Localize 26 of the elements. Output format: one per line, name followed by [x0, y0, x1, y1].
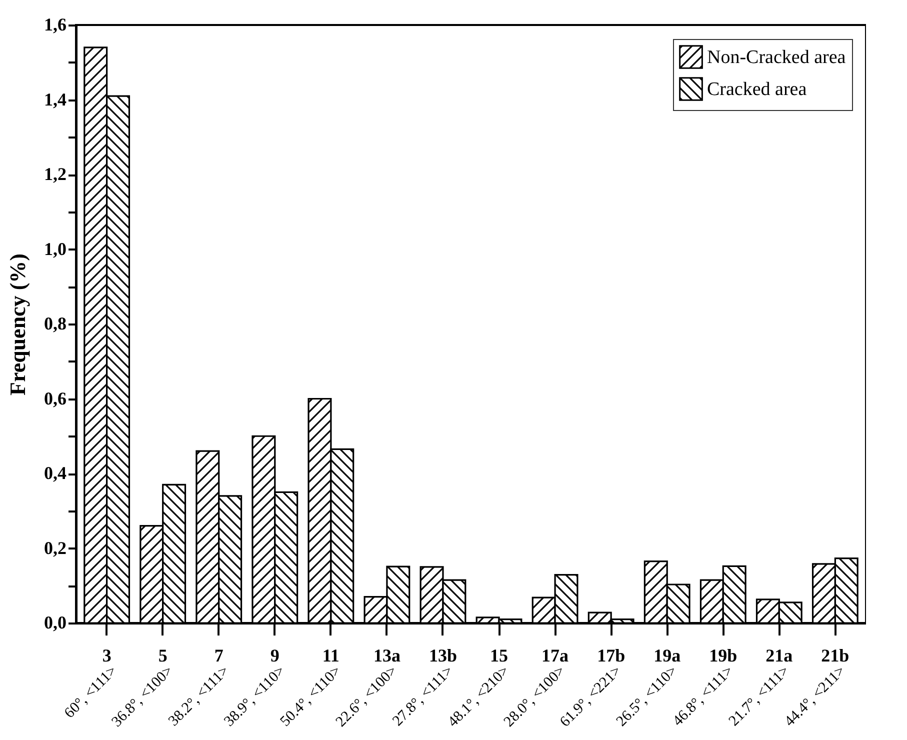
- x-tick-label: 7: [214, 646, 224, 666]
- legend-label: Non-Cracked area: [707, 47, 846, 68]
- y-tick-label: 0,6: [44, 388, 66, 408]
- y-tick-label: 1,0: [44, 238, 66, 259]
- x-tick-label: 21b: [821, 646, 850, 666]
- y-tick-label: 1,4: [44, 89, 66, 110]
- x-tick-label: 3: [102, 646, 112, 666]
- x-tick-label: 11: [322, 646, 340, 666]
- legend-label: Cracked area: [707, 79, 808, 100]
- y-tick-label: 1,2: [44, 164, 66, 184]
- x-tick-label: 13b: [428, 646, 457, 666]
- x-tick-label: 9: [270, 646, 280, 666]
- x-tick-label: 19a: [654, 646, 681, 666]
- y-tick-label: 0,2: [44, 538, 66, 558]
- y-tick-label: 0,0: [44, 612, 66, 632]
- x-tick-label: 17b: [597, 646, 626, 666]
- x-tick-label: 21a: [766, 646, 793, 666]
- y-tick-label: 0,8: [44, 314, 66, 334]
- y-tick-label: 1,6: [44, 14, 66, 34]
- x-tick-label: 5: [158, 646, 168, 666]
- y-axis-title: Frequency (%): [5, 254, 30, 396]
- x-tick-label: 19b: [709, 646, 738, 666]
- y-tick-label: 0,4: [44, 463, 66, 483]
- x-tick-label: 15: [490, 646, 508, 666]
- x-tick-label: 13a: [373, 646, 400, 666]
- x-tick-label: 17a: [542, 646, 569, 666]
